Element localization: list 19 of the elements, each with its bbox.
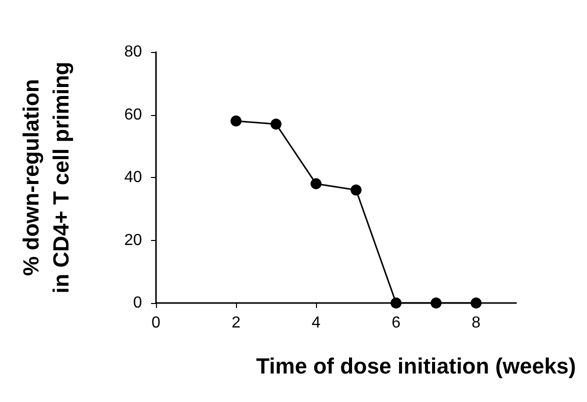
x-axis-title: Time of dose initiation (weeks) xyxy=(256,354,576,378)
point xyxy=(430,298,442,308)
y-tick-label: 40 xyxy=(124,169,142,186)
y-axis-title: % down-regulation in CD4+ T cell priming xyxy=(18,62,74,294)
y-tick-label: 0 xyxy=(133,294,142,312)
point xyxy=(470,298,482,308)
point xyxy=(390,298,402,308)
y-tick-label: 80 xyxy=(124,44,142,60)
point xyxy=(310,178,322,190)
x-tick-label: 2 xyxy=(232,314,241,332)
point xyxy=(230,116,242,127)
x-tick-label: 6 xyxy=(392,314,401,332)
y-tick-label: 60 xyxy=(124,106,142,124)
x-tick-label: 0 xyxy=(152,314,161,332)
x-tick-label: 8 xyxy=(472,314,481,332)
point xyxy=(350,184,362,196)
point xyxy=(270,118,282,130)
y-tick-label: 20 xyxy=(124,232,142,249)
x-tick-label: 4 xyxy=(312,314,321,332)
